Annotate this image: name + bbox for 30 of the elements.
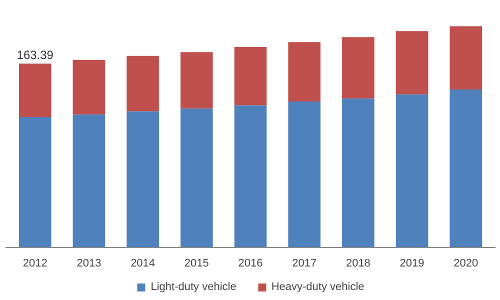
x-tick-label: 2017 [292,258,317,270]
bar [72,60,106,114]
bar [180,108,213,248]
bar [18,64,52,118]
x-tick-label: 2018 [346,258,370,270]
bar [288,102,320,248]
x-tick-label: 2015 [184,258,209,270]
bar [126,111,159,248]
bar [450,26,482,90]
bar [396,31,428,94]
bar [396,94,428,248]
bar [288,42,320,102]
bar [342,37,374,98]
x-tick-label: 2020 [454,258,478,270]
x-tick-label: 2012 [22,258,48,270]
x-tick-label: 2019 [400,258,424,270]
bar [234,105,267,248]
bar [180,52,213,108]
legend-label: Light-duty vehicle [150,281,236,293]
legend-label: Heavy-duty vehicle [271,281,364,293]
bar [450,90,482,248]
x-tick-label: 2014 [130,258,156,270]
x-tick-label: 2013 [76,258,102,270]
bar [72,114,106,248]
x-tick-label: 2016 [238,258,263,270]
bar [18,117,52,248]
bar [342,98,374,248]
annotation: 163.39 [16,48,54,62]
bar [126,56,159,112]
bar [234,47,267,106]
